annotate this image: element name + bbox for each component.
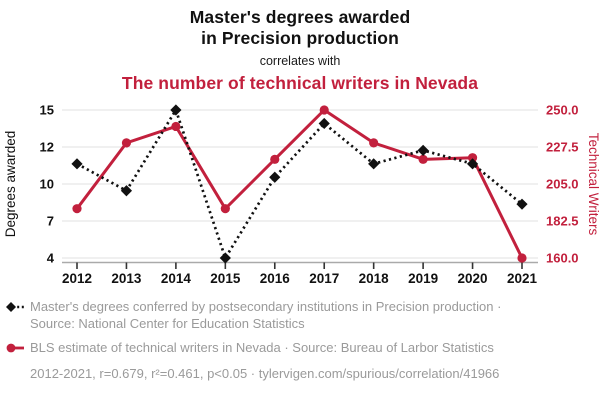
data-point-degrees [219, 252, 231, 264]
left-axis-tick-label: 10 [40, 176, 54, 191]
data-point-degrees [318, 117, 330, 129]
data-point-degrees [368, 157, 380, 170]
data-point-degrees [170, 104, 182, 116]
right-axis-tick-label: 227.5 [546, 139, 579, 154]
x-axis-tick-label: 2017 [309, 271, 339, 286]
legend-item-degrees: Master's degrees conferred by postsecond… [6, 298, 592, 332]
x-axis-tick-label: 2015 [210, 271, 241, 286]
secondary-title: The number of technical writers in Nevad… [121, 72, 479, 93]
data-point-writers [220, 203, 230, 213]
x-axis-tick-label: 2012 [62, 271, 92, 286]
data-point-writers [467, 152, 478, 162]
legend-item-writers: BLS estimate of technical writers in Nev… [6, 339, 592, 356]
primary-title: Master's degrees awarded in Precision pr… [189, 7, 411, 49]
x-axis-tick-label: 2021 [507, 271, 538, 286]
x-axis-tick-label: 2013 [111, 271, 142, 286]
data-point-writers [319, 105, 329, 115]
diamond-dotted-marker-icon [6, 301, 26, 312]
data-point-degrees [269, 171, 281, 183]
data-point-degrees [516, 198, 528, 210]
x-axis-tick-label: 2014 [161, 271, 192, 286]
right-axis-tick-label: 182.5 [546, 213, 579, 228]
right-axis-tick-label: 250.0 [546, 102, 579, 117]
data-point-degrees [466, 157, 479, 170]
chart-header: Master's degrees awarded in Precision pr… [0, 0, 600, 94]
x-axis-tick-label: 2019 [408, 271, 438, 286]
data-point-degrees [120, 184, 133, 197]
data-point-writers [270, 154, 280, 164]
left-axis-tick-label: 12 [40, 139, 54, 154]
left-axis-title: Degrees awarded [3, 130, 18, 237]
series-line-degrees [76, 108, 523, 260]
legend-label-writers: BLS estimate of technical writers in Nev… [30, 340, 494, 355]
data-point-writers [418, 154, 428, 164]
data-point-writers [517, 253, 527, 263]
data-point-writers [369, 137, 379, 148]
data-point-degrees [71, 157, 83, 170]
legend-label-degrees: Master's degrees conferred by postsecond… [30, 298, 502, 331]
legend: Master's degrees conferred by postsecond… [0, 294, 600, 381]
x-axis-tick-label: 2020 [458, 271, 488, 286]
stats-and-source-url: 2012-2021, r=0.679, r²=0.461, p<0.05 · t… [30, 366, 500, 382]
right-axis-title: Technical Writers [586, 132, 600, 235]
circle-solid-marker-icon [6, 343, 24, 353]
connector-text: correlates with [259, 53, 341, 68]
x-axis-tick-label: 2018 [359, 271, 390, 286]
left-axis-tick-label: 7 [47, 213, 54, 228]
right-axis-tick-label: 160.0 [546, 250, 579, 265]
data-point-writers [72, 203, 82, 213]
left-axis-tick-label: 4 [47, 250, 55, 265]
x-axis-tick-label: 2016 [260, 271, 291, 286]
line-chart: 15 250.0 12 227.5 10 205.0 7 182.5 4 160.0 2012 201… [3, 102, 600, 286]
data-point-degrees [417, 144, 429, 156]
series-line-writers [75, 108, 524, 259]
data-point-writers [121, 137, 132, 148]
left-axis-tick-label: 15 [40, 102, 54, 117]
right-axis-tick-label: 205.0 [546, 176, 579, 191]
data-point-writers [171, 121, 181, 131]
